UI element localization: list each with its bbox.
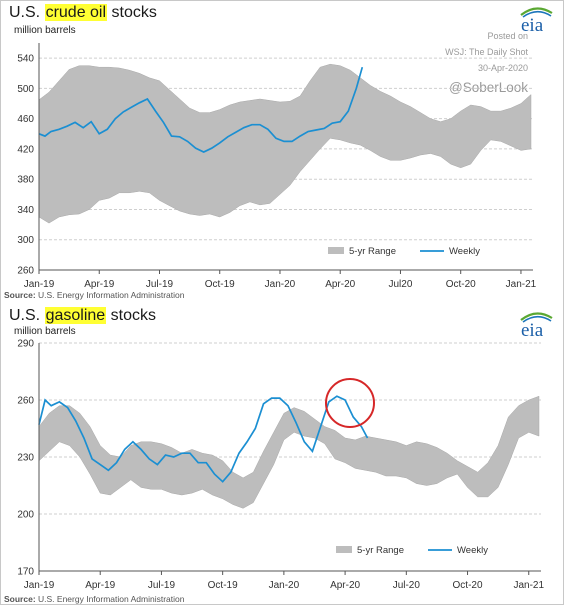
posted-label: Posted on — [487, 31, 528, 41]
y-tick-label: 290 — [17, 339, 34, 350]
x-tick-label: Jul20 — [389, 279, 413, 290]
source-note: Source: U.S. Energy Information Administ… — [4, 290, 184, 300]
eia-logo: eia — [516, 4, 556, 39]
x-tick-label: Jan-21 — [513, 580, 544, 591]
handle-watermark: @SoberLook — [448, 80, 528, 95]
legend-range-label: 5-yr Range — [357, 545, 404, 556]
title-suffix: stocks — [107, 4, 157, 21]
x-tick-label: Jul-20 — [393, 580, 421, 591]
y-tick-label: 500 — [17, 84, 34, 95]
x-tick-label: Jan-21 — [506, 279, 537, 290]
x-tick-label: Oct-20 — [446, 279, 476, 290]
gasoline-chart: U.S. gasoline stocks million barrels eia… — [0, 305, 564, 605]
legend-range-swatch — [336, 546, 352, 553]
y-tick-label: 300 — [17, 235, 34, 246]
legend: 5-yr Range Weekly — [328, 246, 480, 257]
source-label: Source: — [4, 290, 36, 300]
title-suffix: stocks — [106, 307, 156, 324]
y-tick-label: 170 — [17, 567, 34, 578]
range-band — [38, 63, 532, 224]
y-tick-label: 540 — [17, 54, 34, 65]
highlight-circle — [325, 378, 375, 428]
crude-oil-chart: U.S. crude oil stocks million barrels ei… — [4, 4, 556, 300]
posted-notes: Posted on WSJ: The Daily Shot 30-Apr-202… — [445, 28, 528, 76]
x-tick-label: Jan-20 — [265, 279, 296, 290]
x-tick-label: Apr-20 — [325, 279, 355, 290]
y-tick-label: 340 — [17, 205, 34, 216]
legend-weekly-label: Weekly — [449, 246, 480, 257]
y-tick-label: 420 — [17, 144, 34, 155]
x-tick-label: Apr-19 — [85, 580, 115, 591]
eia-logo-icon: eia — [520, 312, 553, 341]
eia-logo: eia — [516, 309, 556, 344]
unit-label: million barrels — [14, 25, 76, 36]
title-prefix: U.S. — [9, 307, 45, 324]
source-text: U.S. Energy Information Administration — [35, 290, 185, 300]
y-tick-label: 260 — [17, 396, 34, 407]
y-tick-label: 200 — [17, 510, 34, 521]
source-note: Source: U.S. Energy Information Administ… — [4, 594, 184, 604]
x-tick-label: Oct-20 — [453, 580, 483, 591]
logo-text: eia — [521, 15, 544, 34]
unit-label: million barrels — [14, 326, 76, 337]
gasoline-plot: 170 200 230 260 290 Jan-19 Apr-19 Jul-19 Oct-19 J… — [17, 339, 544, 592]
title-highlight: crude oil — [44, 4, 108, 21]
weekly-line — [38, 66, 364, 153]
legend-range-label: 5-yr Range — [349, 246, 396, 257]
chart-title: U.S. crude oil stocks — [9, 4, 157, 22]
title-prefix: U.S. — [9, 4, 45, 21]
x-tick-label: Oct-19 — [205, 279, 235, 290]
posted-date: 30-Apr-2020 — [477, 63, 528, 73]
y-tick-label: 260 — [17, 266, 34, 277]
legend: 5-yr Range Weekly — [336, 545, 488, 556]
y-tick-label: 230 — [17, 453, 34, 464]
chart-title: U.S. gasoline stocks — [9, 307, 156, 325]
x-tick-label: Jan-19 — [24, 580, 55, 591]
source-label: Source: — [4, 594, 36, 604]
range-band — [38, 395, 540, 509]
x-tick-label: Apr-19 — [84, 279, 114, 290]
crude-oil-plot: 260 300 340 380 420 460 500 540 Jan-19 Apr-19 Jul-… — [17, 43, 537, 290]
x-tick-label: Apr-20 — [330, 580, 360, 591]
logo-text: eia — [521, 320, 544, 339]
x-tick-label: Jan-19 — [24, 279, 55, 290]
eia-logo-icon: eia — [520, 7, 553, 36]
y-tick-label: 460 — [17, 114, 34, 125]
source-text: U.S. Energy Information Administration — [35, 594, 185, 604]
legend-range-swatch — [328, 247, 344, 254]
gridlines — [39, 342, 541, 515]
publisher-label: WSJ: The Daily Shot — [445, 47, 528, 57]
y-tick-label: 380 — [17, 175, 34, 186]
x-tick-label: Jul-19 — [146, 279, 174, 290]
x-tick-label: Jan-20 — [269, 580, 300, 591]
x-tick-label: Oct-19 — [208, 580, 238, 591]
legend-weekly-label: Weekly — [457, 545, 488, 556]
title-highlight: gasoline — [44, 307, 107, 324]
x-tick-label: Jul-19 — [148, 580, 176, 591]
weekly-line — [38, 395, 369, 483]
